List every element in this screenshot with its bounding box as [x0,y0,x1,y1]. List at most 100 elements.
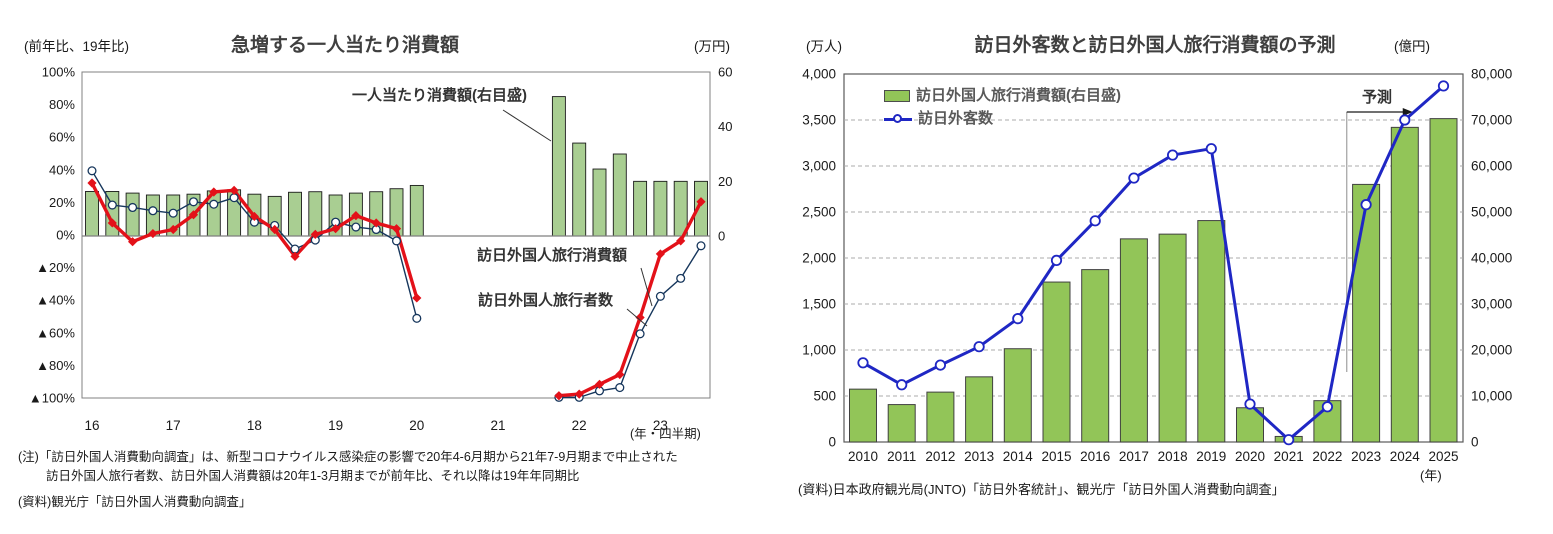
right-y-tick: 0 [1471,435,1479,450]
x-tick: 2025 [1428,449,1458,464]
bar-per-capita-consumption [551,96,566,237]
consumption-marker [676,236,686,246]
visitors-marker [1244,398,1256,410]
bar-consumption [1236,407,1264,443]
left-chart-source: (資料)観光庁「訪日外国人消費動向調査」 [18,495,252,509]
bar-consumption [1429,118,1458,443]
visitors-marker [1360,199,1372,211]
bar-consumption [1390,126,1419,443]
consumption-marker [696,197,706,207]
bar-per-capita-consumption [288,191,302,237]
x-tick: 2012 [925,449,955,464]
x-tick: 22 [572,418,587,433]
visitors-marker [1205,143,1217,155]
legend-row-visitors: 訪日外客数 [884,109,1121,127]
bar-per-capita-consumption [572,142,587,237]
x-tick: 18 [247,418,262,433]
x-tick: 16 [84,418,99,433]
consumption-marker [209,187,219,197]
consumption-marker [249,211,259,222]
left-chart-x-axis-note: (年・四半期) [630,427,701,441]
left-y-tick: 80% [49,97,75,112]
left-chart-left-axis-unit: (前年比、19年比) [24,39,130,54]
travelers-marker [107,200,117,210]
x-tick: 2023 [1351,449,1381,464]
bar-consumption [1081,269,1110,443]
travelers-marker [635,329,645,339]
right-y-tick: 40 [718,119,732,134]
left-y-tick: 3,000 [802,159,836,174]
consumption-marker [168,224,178,235]
visitors-marker [1089,215,1101,227]
legend-bar-swatch-icon [884,90,910,102]
right-chart-right-axis-unit: (億円) [1394,39,1430,54]
x-tick: 2018 [1158,449,1188,464]
right-y-tick: 80,000 [1471,67,1512,82]
x-tick: 2014 [1003,449,1034,464]
consumption-marker [635,312,645,323]
bar-per-capita-consumption [633,180,648,237]
right-chart-source: (資料)日本政府観光局(JNTO)「訪日外客統計」、観光庁「訪日外国人消費動向調… [798,482,1285,497]
travelers-marker [87,166,97,176]
visitors-marker [1012,313,1024,325]
visitors-marker [857,357,869,369]
x-tick: 2015 [1041,449,1071,464]
travelers-marker [229,193,239,203]
left-y-tick: 100% [42,65,76,80]
bar-consumption [1352,183,1381,443]
right-chart-x-axis-note: (年) [1420,468,1442,483]
bar-per-capita-consumption [612,153,627,237]
left-y-tick: 500 [813,389,836,404]
visitors-marker [1399,114,1411,126]
visitors-marker [934,359,947,371]
x-tick: 2010 [848,449,878,464]
visitors-marker [973,341,985,353]
travelers-marker [391,236,402,246]
right-y-tick: 10,000 [1471,389,1512,404]
travelers-marker [209,199,219,209]
left-y-tick: 0 [828,435,836,450]
left-y-tick: ▲100% [29,391,76,406]
left-y-tick: 2,000 [802,251,836,266]
bar-consumption [1158,233,1187,443]
travelers-marker [655,291,665,301]
consumption-marker [128,237,138,247]
consumption-marker [310,229,320,239]
legend-line-label: 訪日外客数 [918,109,994,127]
bar-consumption [849,388,877,443]
right-y-tick: 50,000 [1471,205,1512,220]
consumption-marker [229,185,239,195]
bar-per-capita-consumption [125,192,140,237]
visitors-marker [1283,434,1295,446]
bar-consumption [1042,281,1071,443]
consumption-marker [270,224,280,235]
right-y-tick: 70,000 [1471,113,1512,128]
consumption-marker [107,218,117,228]
travelers-marker [351,222,361,232]
x-tick: 2019 [1196,449,1226,464]
consumption-marker [87,178,97,188]
x-tick: 2020 [1235,449,1265,464]
bar-per-capita-consumption [673,180,688,237]
left-y-tick: 2,500 [802,205,836,220]
right-y-tick: 20,000 [1471,343,1512,358]
travelers-marker [128,202,138,213]
bar-consumption [1119,238,1148,443]
legend-bar-label: 訪日外国人旅行消費額(右目盛) [916,86,1121,104]
x-tick: 21 [490,418,505,433]
right-y-tick: 20 [718,174,732,189]
left-chart-note-line1: (注)「訪日外国人消費動向調査」は、新型コロナウイルス感染症の影響で20年4-6… [18,450,678,464]
legend-line-swatch-icon [884,113,912,123]
bar-per-capita-consumption [409,184,424,237]
consumption-marker [188,210,199,220]
x-tick: 2024 [1390,449,1421,464]
left-y-tick: ▲60% [36,325,75,340]
x-tick: 2011 [887,449,916,464]
visitors-marker [1050,254,1063,266]
x-tick: 23 [653,418,668,433]
left-chart-note-line2: 訪日外国人旅行者数、訪日外国人消費額は20年1-3月期までが前年比、それ以降は1… [46,469,580,483]
annotation-per-capita-bar-label: 一人当たり消費額(右目盛) [352,87,527,104]
x-tick: 19 [328,418,343,433]
travelers-marker [676,273,686,283]
bar-per-capita-consumption [592,168,607,237]
